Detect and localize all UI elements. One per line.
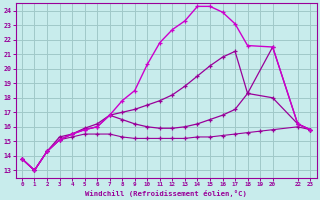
- X-axis label: Windchill (Refroidissement éolien,°C): Windchill (Refroidissement éolien,°C): [85, 190, 247, 197]
